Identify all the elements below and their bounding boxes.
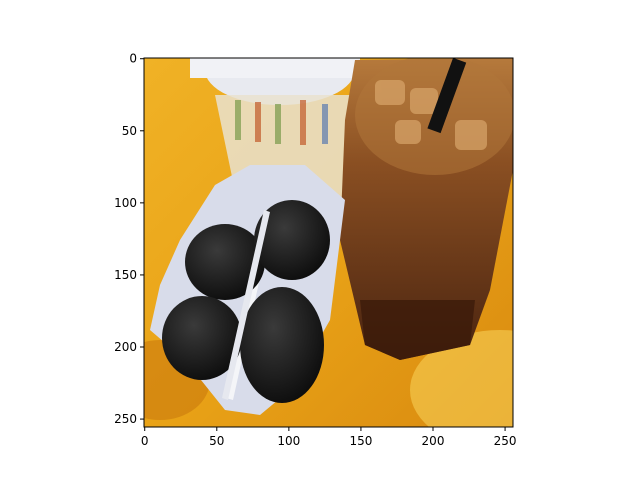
x-tick-label: 0: [141, 434, 149, 448]
x-tick-label: 200: [422, 434, 445, 448]
x-axis: 0 50 100 150 200 250: [141, 427, 517, 448]
pastry-4: [240, 287, 324, 403]
image-plot: [144, 58, 513, 427]
axes-frame: [143, 57, 514, 428]
straw: [427, 58, 467, 134]
pastry-2: [254, 200, 330, 280]
y-tick-label: 50: [122, 124, 137, 138]
pastry-1: [185, 224, 265, 300]
tray-highlight: [410, 330, 513, 427]
y-tick-label: 100: [114, 196, 137, 210]
y-tick-label: 200: [114, 340, 137, 354]
x-tick-label: 150: [349, 434, 372, 448]
glass-base: [360, 300, 475, 360]
y-tick-label: 250: [114, 412, 137, 426]
y-tick-label: 150: [114, 268, 137, 282]
pastry-3: [162, 296, 242, 380]
lid-band: [190, 58, 360, 78]
x-tick-label: 50: [209, 434, 224, 448]
x-tick-label: 250: [494, 434, 517, 448]
bag-divider: [222, 210, 270, 400]
y-tick-label: 0: [129, 52, 137, 66]
x-tick-label: 100: [277, 434, 300, 448]
ice-cubes: [375, 80, 487, 150]
napkin-stripes: [235, 100, 328, 145]
y-axis: 0 50 100 150 200 250: [114, 52, 144, 426]
